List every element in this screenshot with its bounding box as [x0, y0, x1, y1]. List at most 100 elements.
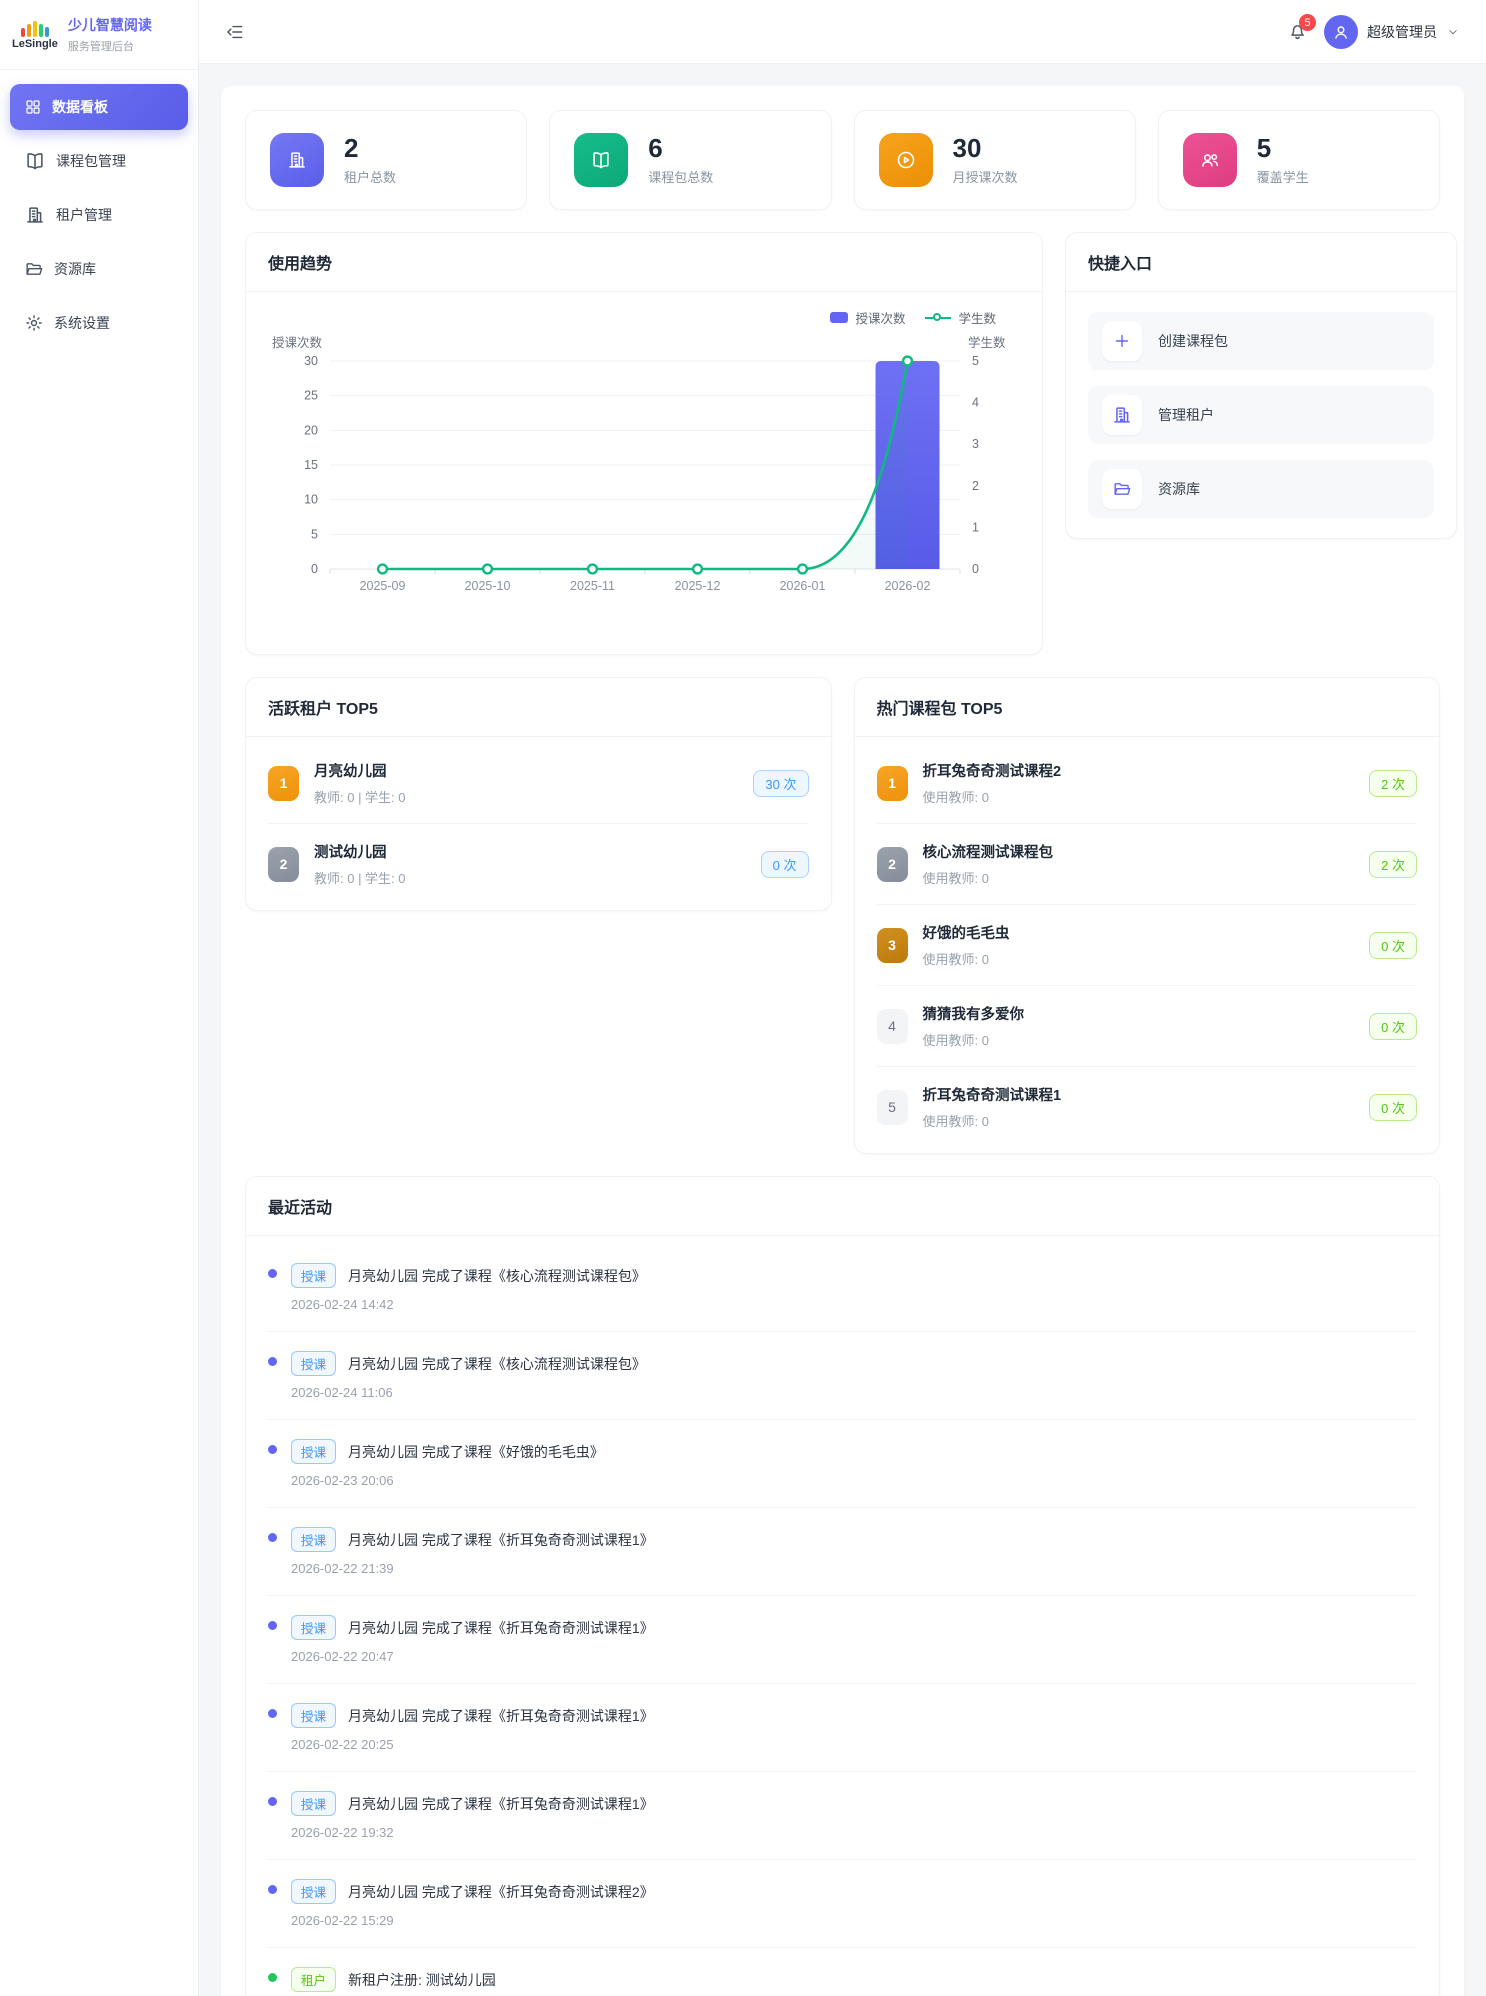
course-row: 4 猜猜我有多爱你 使用教师: 0 0 次: [876, 986, 1417, 1067]
activity-row: 授课 月亮幼儿园 完成了课程《折耳兔奇奇测试课程1》 2026-02-22 21…: [268, 1508, 1417, 1596]
active-tenants-title: 活跃租户 TOP5: [246, 678, 831, 737]
activity-type-badge: 授课: [291, 1615, 337, 1640]
activity-dot: [268, 1445, 277, 1454]
active-tenants-list: 1 月亮幼儿园 教师: 0 | 学生: 0 30 次 2 测试幼儿园 教师: 0…: [246, 737, 831, 910]
svg-text:15: 15: [304, 458, 318, 472]
sidebar-collapse-button[interactable]: [225, 22, 245, 42]
quick-link-resource-library[interactable]: 资源库: [1088, 460, 1434, 518]
hot-courses-card: 热门课程包 TOP5 1 折耳兔奇奇测试课程2 使用教师: 0 2 次 2 核心…: [853, 677, 1440, 1154]
dashboard-icon: [24, 98, 42, 116]
rank-badge: 2: [268, 846, 299, 882]
sidebar-item-course-packages[interactable]: 课程包管理: [10, 138, 188, 184]
activity-type-badge: 租户: [291, 1967, 337, 1992]
activity-row: 授课 月亮幼儿园 完成了课程《核心流程测试课程包》 2026-02-24 11:…: [268, 1332, 1417, 1420]
tenant-meta: 教师: 0 | 学生: 0: [314, 790, 406, 805]
svg-text:0: 0: [972, 562, 979, 576]
svg-text:1: 1: [972, 520, 979, 534]
logo-bar: [26, 24, 31, 37]
usage-trend-card: 使用趋势 授课次数 学生数 授课次数 学生数 0 5 10 15 20 25 30 0 1 2 3 4 5 2…: [245, 232, 1043, 655]
course-meta: 使用教师: 0: [922, 1114, 989, 1129]
page-content: 2 租户总数 6 课程包总数 30 月授课次数 5 覆盖学生 使用趋势: [199, 64, 1486, 1996]
course-row: 2 核心流程测试课程包 使用教师: 0 2 次: [876, 824, 1417, 905]
chevron-down-icon: [1446, 25, 1460, 39]
logo-bar: [44, 27, 49, 37]
stat-card-1: 6 课程包总数: [549, 110, 832, 210]
quick-link-create-course-package[interactable]: 创建课程包: [1088, 312, 1434, 370]
sidebar-item-dashboard[interactable]: 数据看板: [10, 84, 188, 130]
activity-row: 授课 月亮幼儿园 完成了课程《折耳兔奇奇测试课程1》 2026-02-22 19…: [268, 1772, 1417, 1860]
activity-type-badge: 授课: [291, 1791, 337, 1816]
usage-count-badge: 2 次: [1369, 769, 1417, 797]
book-icon: [24, 150, 46, 172]
usage-count-badge: 0 次: [1369, 931, 1417, 959]
logo-brand: LeSingle: [12, 38, 58, 50]
activity-time: 2026-02-23 20:06: [291, 1473, 394, 1488]
course-meta: 使用教师: 0: [922, 1033, 989, 1048]
plus-icon: [1102, 321, 1142, 361]
stat-value: 5: [1256, 132, 1272, 163]
activity-row: 授课 月亮幼儿园 完成了课程《折耳兔奇奇测试课程2》 2026-02-22 15…: [268, 1860, 1417, 1948]
quick-link-label: 资源库: [1158, 481, 1200, 497]
recent-activity-title: 最近活动: [246, 1177, 1439, 1236]
activity-dot: [268, 1357, 277, 1366]
dashboard-wrapper: 2 租户总数 6 课程包总数 30 月授课次数 5 覆盖学生 使用趋势: [221, 86, 1464, 1996]
sidebar-item-label: 课程包管理: [56, 153, 126, 169]
sidebar-item-label: 资源库: [54, 261, 96, 277]
course-name: 好饿的毛毛虫: [922, 926, 1010, 942]
recent-activity-list: 授课 月亮幼儿园 完成了课程《核心流程测试课程包》 2026-02-24 14:…: [246, 1236, 1439, 1996]
activity-text: 月亮幼儿园 完成了课程《折耳兔奇奇测试课程2》: [348, 1883, 654, 1900]
stat-value: 30: [952, 132, 982, 163]
stats-row: 2 租户总数 6 课程包总数 30 月授课次数 5 覆盖学生: [245, 110, 1440, 210]
svg-text:学生数: 学生数: [968, 335, 1006, 350]
activity-text: 月亮幼儿园 完成了课程《折耳兔奇奇测试课程1》: [348, 1619, 654, 1636]
activity-type-badge: 授课: [291, 1703, 337, 1728]
sidebar-item-label: 系统设置: [54, 315, 110, 331]
svg-text:2025-09: 2025-09: [360, 579, 406, 593]
app-title: 少儿智慧阅读: [67, 17, 152, 33]
stat-card-2: 30 月授课次数: [853, 110, 1136, 210]
svg-text:0: 0: [311, 562, 318, 576]
activity-row: 授课 月亮幼儿园 完成了课程《折耳兔奇奇测试课程1》 2026-02-22 20…: [268, 1684, 1417, 1772]
line-swatch: [925, 312, 952, 324]
activity-text: 月亮幼儿园 完成了课程《核心流程测试课程包》: [348, 1355, 646, 1372]
sidebar-item-tenants[interactable]: 租户管理: [10, 192, 188, 238]
activity-type-badge: 授课: [291, 1527, 337, 1552]
user-menu[interactable]: 超级管理员: [1324, 14, 1460, 49]
active-tenants-card: 活跃租户 TOP5 1 月亮幼儿园 教师: 0 | 学生: 0 30 次 2 测…: [245, 677, 832, 911]
hot-courses-title: 热门课程包 TOP5: [854, 678, 1439, 737]
rank-badge: 1: [268, 765, 299, 801]
rank-badge: 2: [876, 846, 908, 882]
course-meta: 使用教师: 0: [922, 952, 989, 967]
rank-badge: 3: [876, 927, 908, 963]
svg-text:25: 25: [304, 389, 318, 403]
legend-item-line[interactable]: 学生数: [925, 308, 996, 327]
sidebar-item-resources[interactable]: 资源库: [10, 246, 188, 292]
quick-link-manage-tenants[interactable]: 管理租户: [1088, 386, 1434, 444]
activity-dot: [268, 1973, 277, 1982]
svg-text:2025-10: 2025-10: [465, 579, 511, 593]
rank-badge: 1: [876, 765, 908, 801]
notifications-button[interactable]: 5: [1287, 14, 1316, 42]
hot-courses-list: 1 折耳兔奇奇测试课程2 使用教师: 0 2 次 2 核心流程测试课程包 使用教…: [855, 737, 1440, 1153]
svg-text:2025-12: 2025-12: [675, 579, 721, 593]
course-name: 折耳兔奇奇测试课程1: [922, 1088, 1062, 1104]
recent-activity-card: 最近活动 授课 月亮幼儿园 完成了课程《核心流程测试课程包》 2026-02-2…: [245, 1176, 1440, 1996]
svg-text:2026-01: 2026-01: [780, 579, 826, 593]
rank-badge: 4: [876, 1008, 908, 1044]
building-icon: [24, 204, 46, 226]
avatar: [1324, 14, 1358, 49]
sidebar: LeSingle 少儿智慧阅读 服务管理后台 数据看板 课程包管理 租户管理 资…: [0, 0, 199, 1996]
activity-row: 租户 新租户注册: 测试幼儿园 2026-02-22 11:56: [268, 1948, 1417, 1996]
svg-text:2026-02: 2026-02: [885, 579, 931, 593]
quick-entry-title: 快捷入口: [1066, 233, 1456, 292]
notification-badge: 5: [1299, 14, 1316, 31]
building-icon: [270, 133, 324, 187]
course-row: 1 折耳兔奇奇测试课程2 使用教师: 0 2 次: [876, 743, 1417, 824]
activity-type-badge: 授课: [291, 1439, 337, 1464]
svg-text:20: 20: [304, 423, 318, 437]
bell-icon: [1287, 21, 1308, 42]
legend-item-bar[interactable]: 授课次数: [830, 308, 905, 327]
sidebar-item-settings[interactable]: 系统设置: [10, 300, 188, 346]
legend-label: 学生数: [958, 312, 996, 326]
